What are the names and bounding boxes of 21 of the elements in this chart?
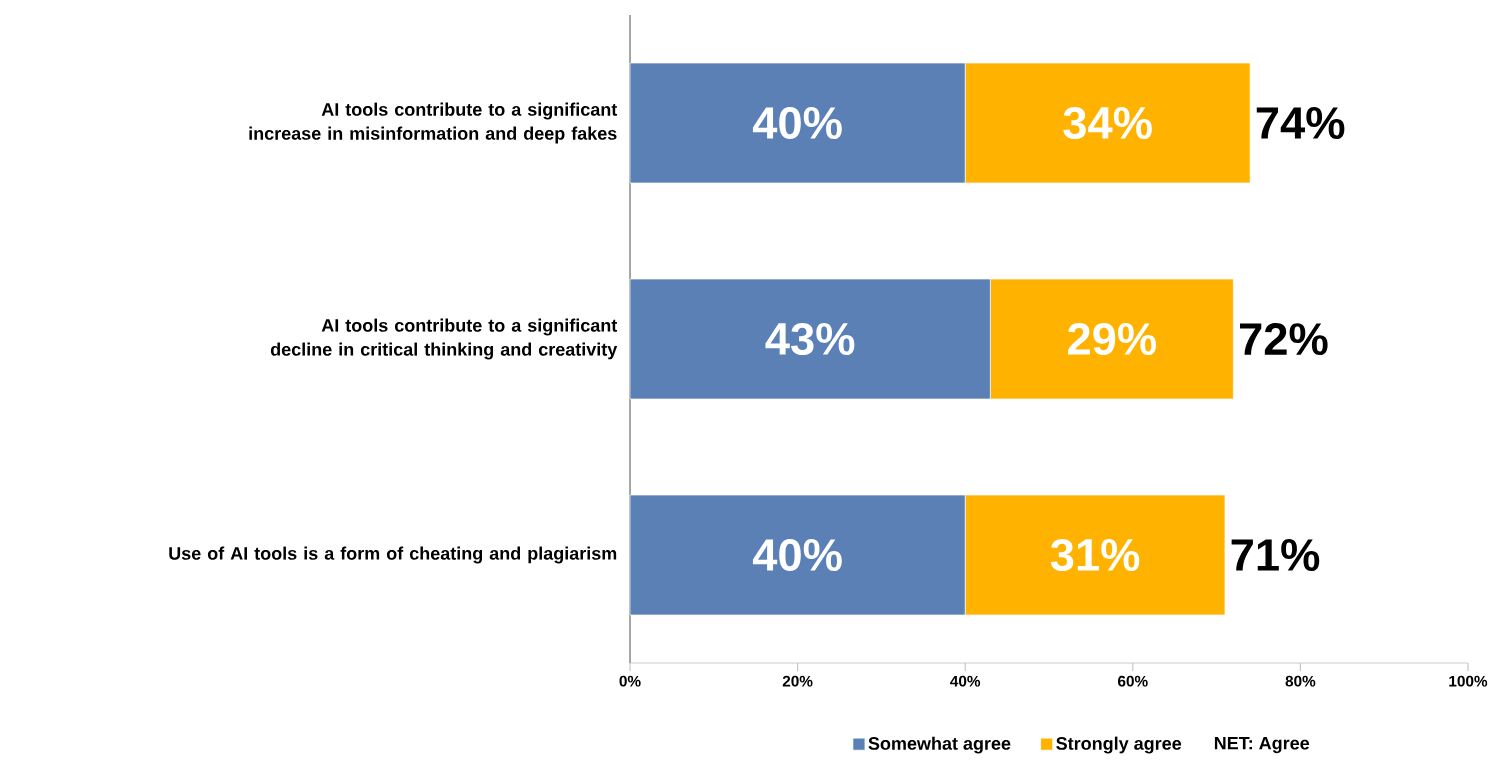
x-tick-label: 80% — [1285, 675, 1316, 687]
x-tick-label: 40% — [950, 675, 981, 687]
x-tick-label: 20% — [782, 675, 813, 687]
y-tick-label: Use of AI tools is a form of cheating and plagiarism — [169, 546, 617, 564]
data-label: 40% — [752, 106, 842, 140]
x-tick-label: 0% — [619, 675, 641, 687]
x-tick-label: 60% — [1118, 675, 1148, 687]
legend-label: Strongly agree — [1056, 736, 1182, 754]
data-label: 34% — [1063, 106, 1152, 140]
total-label: 72% — [1240, 323, 1328, 356]
data-label: 40% — [752, 538, 842, 572]
total-label: 74% — [1256, 107, 1345, 139]
text: NET: Agree — [1214, 736, 1310, 754]
y-tick-label: AI tools contribute to a significant increase in misinformation and deep fakes — [249, 102, 618, 144]
y-tick-label: AI tools contribute to a significant decline in critical thinking and creativity — [270, 318, 618, 360]
x-tick-label: 100% — [1449, 675, 1488, 687]
total-label: 71% — [1231, 539, 1320, 571]
data-label: 29% — [1068, 322, 1157, 356]
data-label: 43% — [765, 322, 855, 356]
legend-label: Somewhat agree — [868, 736, 1011, 754]
data-label: 31% — [1050, 538, 1140, 572]
